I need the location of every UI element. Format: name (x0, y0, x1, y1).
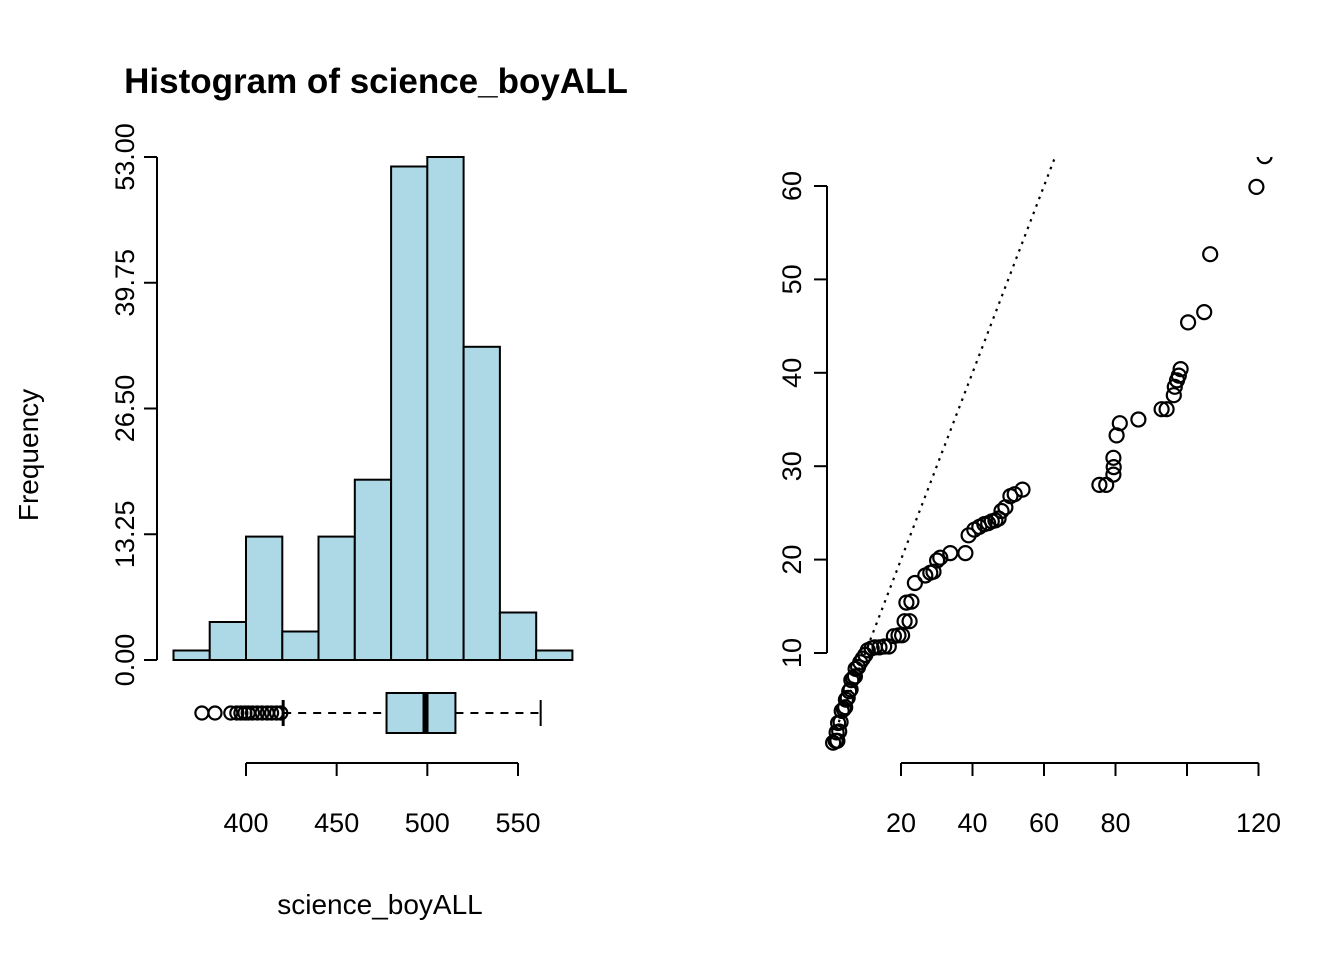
data-point (854, 650, 871, 667)
data-point (932, 549, 949, 566)
x-tick-label: 500 (405, 808, 450, 838)
outlier-point (268, 705, 285, 721)
data-point (1256, 157, 1273, 165)
outlier-point (254, 705, 270, 721)
qq-x-axis: 20 40 60 80 120 (886, 762, 1281, 838)
y-tick-label: 39.75 (110, 249, 140, 317)
data-point (839, 689, 856, 706)
hist-bar (245, 535, 284, 661)
x-tick-label: 400 (223, 808, 268, 838)
hist-bar (208, 621, 247, 661)
data-point (901, 613, 918, 630)
data-point (846, 668, 864, 685)
outlier-point (249, 705, 265, 721)
data-point (1170, 367, 1187, 384)
data-point (960, 527, 977, 544)
data-point (835, 700, 852, 718)
y-tick-label: 20 (777, 545, 807, 575)
data-point (896, 613, 913, 630)
histogram-panel: Histogram of science_boyALL science_boyA… (13, 62, 628, 920)
histogram-xlabel: science_boyALL (277, 889, 482, 920)
hist-bar (390, 165, 429, 661)
data-point (993, 502, 1010, 520)
data-point (829, 732, 846, 749)
data-point (942, 544, 959, 562)
data-point (1248, 178, 1265, 195)
boxplot (194, 692, 542, 734)
x-tick-label: 450 (314, 808, 359, 838)
y-tick-label: 0.00 (110, 634, 140, 687)
y-tick-label: 30 (777, 451, 807, 481)
data-point (1105, 466, 1122, 483)
qq-plot-area (824, 157, 1273, 751)
x-tick-label: 80 (1100, 808, 1130, 838)
hist-bar (462, 345, 501, 661)
histogram-y-axis: 0.00 13.25 26.50 39.75 53.00 (110, 123, 158, 687)
data-point (837, 691, 855, 708)
histogram-title: Histogram of science_boyALL (124, 62, 628, 101)
box (385, 692, 457, 734)
data-point (1006, 486, 1023, 503)
histogram-ylabel: Frequency (13, 389, 44, 521)
y-tick-label: 13.25 (110, 501, 140, 569)
qq-panel: 10 20 30 40 50 60 20 40 60 80 120 (777, 157, 1281, 838)
hist-bar (317, 535, 356, 661)
data-point (837, 699, 854, 716)
outlier-point (244, 705, 261, 721)
data-point (1172, 361, 1189, 378)
hist-bar (535, 649, 574, 661)
outlier-point (264, 705, 280, 721)
y-tick-label: 10 (777, 638, 807, 668)
hist-bar (281, 630, 320, 661)
x-tick-label: 60 (1029, 808, 1059, 838)
data-point (1111, 415, 1128, 432)
x-tick-label: 550 (495, 808, 540, 838)
hist-bar (498, 611, 538, 661)
outlier-point (207, 705, 223, 721)
x-tick-label: 120 (1236, 808, 1281, 838)
outlier-point (229, 705, 245, 721)
outlier-point (194, 705, 210, 721)
histogram-bars (172, 156, 574, 662)
data-point (906, 574, 924, 592)
y-tick-label: 53.00 (110, 123, 140, 191)
outlier-point (233, 705, 249, 721)
data-point (831, 723, 848, 740)
hist-bar (426, 156, 465, 661)
outlier-point (273, 705, 289, 721)
histogram-x-axis: 400 450 500 550 (223, 762, 541, 838)
data-point (1196, 304, 1213, 321)
x-tick-label: 40 (957, 808, 987, 838)
data-point (1091, 476, 1108, 493)
y-tick-label: 26.50 (110, 375, 140, 443)
data-point (1105, 459, 1122, 476)
data-point (1165, 387, 1182, 404)
x-tick-label: 20 (886, 808, 916, 838)
data-point (903, 593, 920, 610)
hist-bar (172, 649, 211, 661)
hist-bar (353, 478, 393, 662)
data-point (1105, 449, 1122, 466)
data-point (1014, 481, 1031, 498)
data-point (925, 563, 942, 580)
data-point (928, 552, 946, 569)
y-tick-label: 40 (777, 358, 807, 388)
y-tick-label: 60 (777, 171, 807, 201)
data-point (1158, 401, 1175, 418)
data-point (957, 544, 974, 562)
y-tick-label: 50 (777, 264, 807, 294)
data-point (1130, 411, 1147, 428)
qq-y-axis: 10 20 30 40 50 60 (777, 171, 828, 668)
data-point (1153, 401, 1170, 418)
data-point (876, 638, 893, 655)
data-point (1179, 314, 1197, 331)
identity-reference-line (832, 157, 1057, 738)
data-point (1202, 246, 1219, 263)
